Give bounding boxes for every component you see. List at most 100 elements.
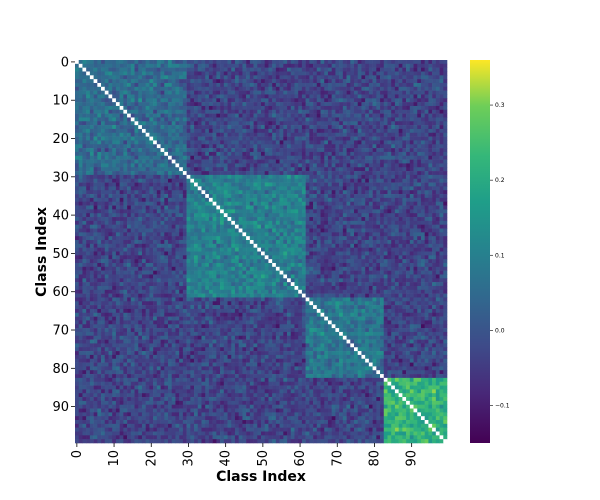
heatmap-cell: [171, 79, 176, 84]
heatmap-cell: [208, 236, 213, 241]
heatmap-cell: [190, 63, 195, 68]
heatmap-cell: [175, 140, 180, 145]
heatmap-cell: [432, 194, 437, 199]
heatmap-cell: [246, 217, 251, 222]
heatmap-cell: [290, 232, 295, 237]
heatmap-cell: [249, 102, 254, 107]
heatmap-cell: [383, 148, 388, 153]
heatmap-cell: [160, 217, 165, 222]
heatmap-cell: [294, 75, 299, 80]
heatmap-cell: [298, 121, 303, 126]
heatmap-cell: [409, 240, 414, 245]
heatmap-cell: [164, 90, 169, 95]
heatmap-cell: [130, 140, 135, 145]
heatmap-cell: [153, 71, 158, 76]
heatmap-cell: [194, 194, 199, 199]
heatmap-cell: [138, 98, 143, 103]
heatmap-cell: [383, 194, 388, 199]
heatmap-cell: [268, 205, 273, 210]
heatmap-cell: [324, 186, 329, 191]
heatmap-cell: [216, 79, 221, 84]
heatmap-cell: [290, 136, 295, 141]
heatmap-cell: [156, 243, 161, 248]
heatmap-cell: [443, 174, 448, 180]
heatmap-cell: [350, 232, 355, 237]
heatmap-cell: [301, 174, 306, 180]
heatmap-cell: [372, 94, 377, 99]
heatmap-cell: [350, 194, 355, 199]
heatmap-cell: [264, 60, 269, 65]
heatmap-cell: [141, 94, 146, 99]
heatmap-cell: [242, 105, 247, 111]
heatmap-cell: [242, 178, 247, 183]
heatmap-cell: [168, 243, 173, 248]
heatmap-cell: [301, 178, 306, 183]
heatmap-cell: [435, 240, 440, 245]
heatmap-cell: [208, 167, 213, 172]
heatmap-cell: [257, 132, 262, 137]
heatmap-cell: [134, 171, 139, 176]
heatmap-cell: [287, 90, 292, 95]
heatmap-cell: [383, 63, 388, 68]
heatmap-cell: [186, 197, 191, 203]
heatmap-cell: [197, 67, 202, 72]
heatmap-cell: [398, 125, 403, 130]
heatmap-cell: [234, 98, 239, 103]
heatmap-cell: [279, 155, 284, 160]
heatmap-cell: [283, 217, 288, 222]
heatmap-cell: [141, 63, 146, 68]
heatmap-cell: [420, 113, 425, 118]
heatmap-cell: [264, 90, 269, 95]
heatmap-cell: [104, 148, 109, 153]
heatmap-cell: [78, 71, 83, 76]
heatmap-cell: [164, 125, 169, 130]
heatmap-cell: [119, 75, 124, 80]
heatmap-cell: [108, 205, 113, 210]
heatmap-cell: [246, 243, 251, 248]
heatmap-cell: [86, 86, 91, 91]
heatmap-cell: [130, 205, 135, 210]
heatmap-cell: [75, 243, 80, 248]
heatmap-cell: [346, 75, 351, 80]
heatmap-cell: [108, 79, 113, 84]
heatmap-cell: [420, 71, 425, 76]
heatmap-cell: [275, 140, 280, 145]
heatmap-cell: [97, 67, 102, 72]
heatmap-cell: [309, 182, 314, 187]
heatmap-cell: [394, 128, 399, 134]
heatmap-cell: [435, 79, 440, 84]
heatmap-cell: [368, 232, 373, 237]
heatmap-cell: [324, 102, 329, 107]
heatmap-cell: [283, 90, 288, 95]
heatmap-cell: [268, 132, 273, 137]
heatmap-cell: [238, 151, 243, 157]
heatmap-cell: [372, 125, 377, 130]
heatmap-cell: [272, 236, 277, 241]
heatmap-cell: [435, 102, 440, 107]
heatmap-cell: [417, 190, 422, 195]
heatmap-cell: [115, 163, 120, 168]
heatmap-cell: [413, 125, 418, 130]
heatmap-cell: [134, 79, 139, 84]
heatmap-cell: [123, 132, 128, 137]
heatmap-cell: [309, 186, 314, 191]
heatmap-cell: [413, 247, 418, 252]
heatmap-cell: [298, 148, 303, 153]
heatmap-cell: [208, 194, 213, 199]
heatmap-cell: [290, 102, 295, 107]
heatmap-cell: [201, 136, 206, 141]
heatmap-cell: [287, 213, 292, 218]
heatmap-cell: [86, 117, 91, 122]
heatmap-cell: [420, 159, 425, 164]
heatmap-cell: [101, 67, 106, 72]
heatmap-cell: [439, 75, 444, 80]
heatmap-cell: [257, 178, 262, 183]
heatmap-cell: [339, 102, 344, 107]
heatmap-cell: [305, 197, 310, 203]
heatmap-cell: [153, 148, 158, 153]
heatmap-cell: [380, 174, 385, 180]
heatmap-cell: [350, 75, 355, 80]
heatmap-cell: [242, 128, 247, 134]
heatmap-cell: [439, 90, 444, 95]
heatmap-cell: [298, 98, 303, 103]
